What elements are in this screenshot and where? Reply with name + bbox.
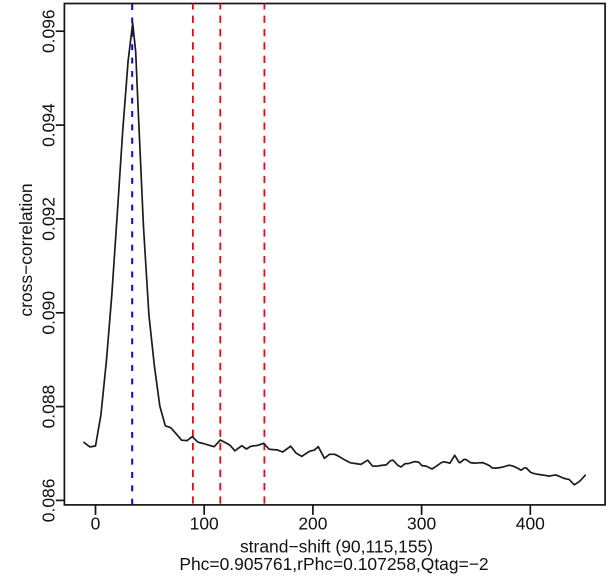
svg-text:0.088: 0.088 <box>38 385 58 429</box>
svg-text:0: 0 <box>91 514 101 534</box>
svg-text:0.086: 0.086 <box>38 479 58 523</box>
svg-text:100: 100 <box>190 514 219 534</box>
svg-text:Phc=0.905761,rPhc=0.107258,Qta: Phc=0.905761,rPhc=0.107258,Qtag=−2 <box>179 554 488 574</box>
svg-text:cross−correlation: cross−correlation <box>16 183 36 316</box>
svg-text:0.096: 0.096 <box>38 9 58 53</box>
svg-text:strand−shift (90,115,155): strand−shift (90,115,155) <box>240 536 433 556</box>
svg-text:200: 200 <box>298 514 327 534</box>
svg-text:0.094: 0.094 <box>38 103 58 147</box>
svg-text:300: 300 <box>407 514 436 534</box>
svg-text:0.092: 0.092 <box>38 197 58 241</box>
svg-text:400: 400 <box>516 514 545 534</box>
svg-text:0.090: 0.090 <box>38 291 58 335</box>
